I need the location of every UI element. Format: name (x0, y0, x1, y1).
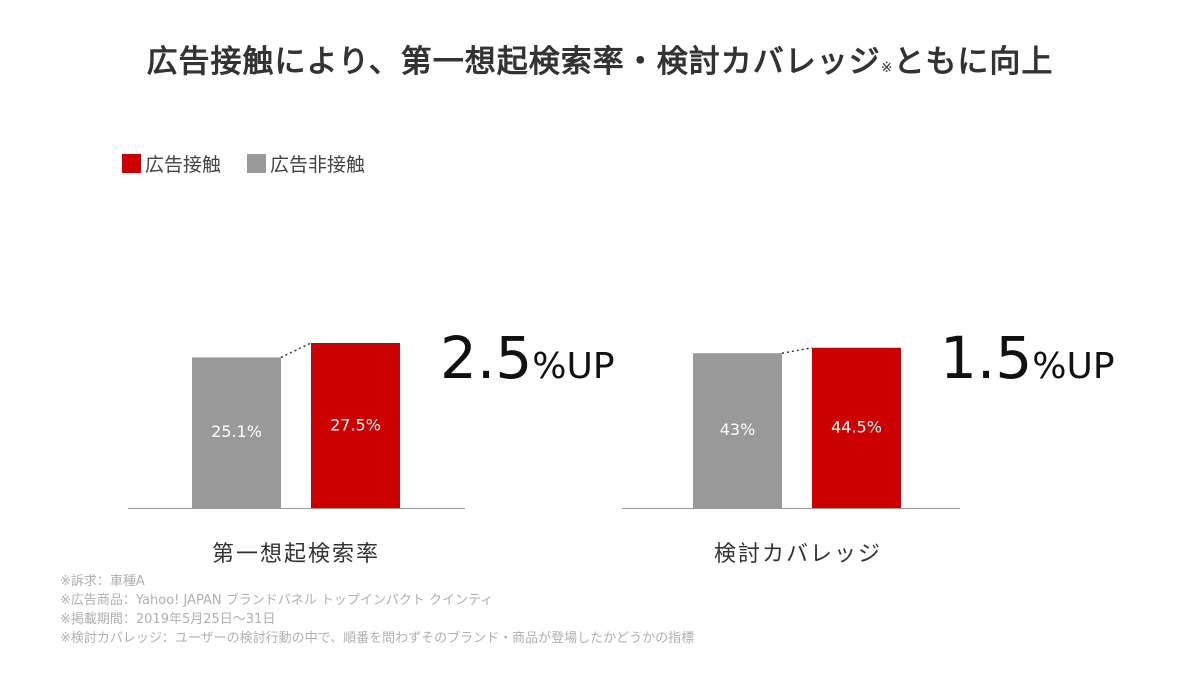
legend-label-exposed: 広告接触 (145, 154, 222, 176)
connector-line (280, 342, 312, 359)
uplift-coverage: 1.5%UP (940, 324, 1115, 392)
footnote: ※広告商品：Yahoo! JAPAN ブランドパネル トップインパクト クインテ… (60, 593, 494, 608)
footnote: ※掲載期間：2019年5月25日〜31日 (60, 612, 276, 627)
uplift-unit: % (1032, 346, 1067, 387)
page-title: 広告接触により、第一想起検索率・検討カバレッジ※ともに向上 (0, 36, 1200, 81)
category-label-coverage: 検討カバレッジ (713, 542, 882, 567)
legend-swatch-unexposed (247, 154, 267, 173)
bar-value-label: 44.5% (831, 418, 882, 437)
title-main: 広告接触により、第一想起検索率・検討カバレッジ (146, 44, 881, 80)
legend-swatch-exposed (122, 154, 141, 173)
bar-exposed (812, 347, 901, 508)
bar-exposed (311, 343, 400, 508)
legend-item-unexposed: 広告非接触 (247, 150, 365, 177)
uplift-first-recall: 2.5%UP (440, 324, 615, 392)
connector-line (781, 347, 813, 354)
legend-item-exposed: 広告接触 (122, 150, 221, 177)
chart-legend: 広告接触 広告非接触 (122, 150, 391, 177)
uplift-unit: % (532, 346, 567, 387)
legend-label-unexposed: 広告非接触 (270, 154, 366, 176)
footnote: ※訴求：車種A (60, 574, 145, 589)
uplift-suffix: UP (566, 346, 615, 387)
uplift-value: 1.5 (940, 324, 1033, 392)
uplift-suffix: UP (1066, 346, 1115, 387)
bar-value-label: 43% (720, 420, 756, 439)
bar-unexposed (192, 357, 281, 508)
bar-value-label: 27.5% (330, 415, 381, 434)
title-tail: ともに向上 (893, 44, 1054, 80)
uplift-value: 2.5 (440, 324, 533, 392)
title-note-mark: ※ (880, 60, 894, 76)
footnote: ※検討カバレッジ：ユーザーの検討行動の中で、順番を問わずそのブランド・商品が登場… (60, 631, 695, 646)
bar-unexposed (693, 353, 782, 508)
footnotes: ※訴求：車種A ※広告商品：Yahoo! JAPAN ブランドパネル トップイン… (60, 572, 694, 648)
bar-value-label: 25.1% (211, 422, 262, 441)
category-label-first-recall: 第一想起検索率 (211, 542, 380, 567)
